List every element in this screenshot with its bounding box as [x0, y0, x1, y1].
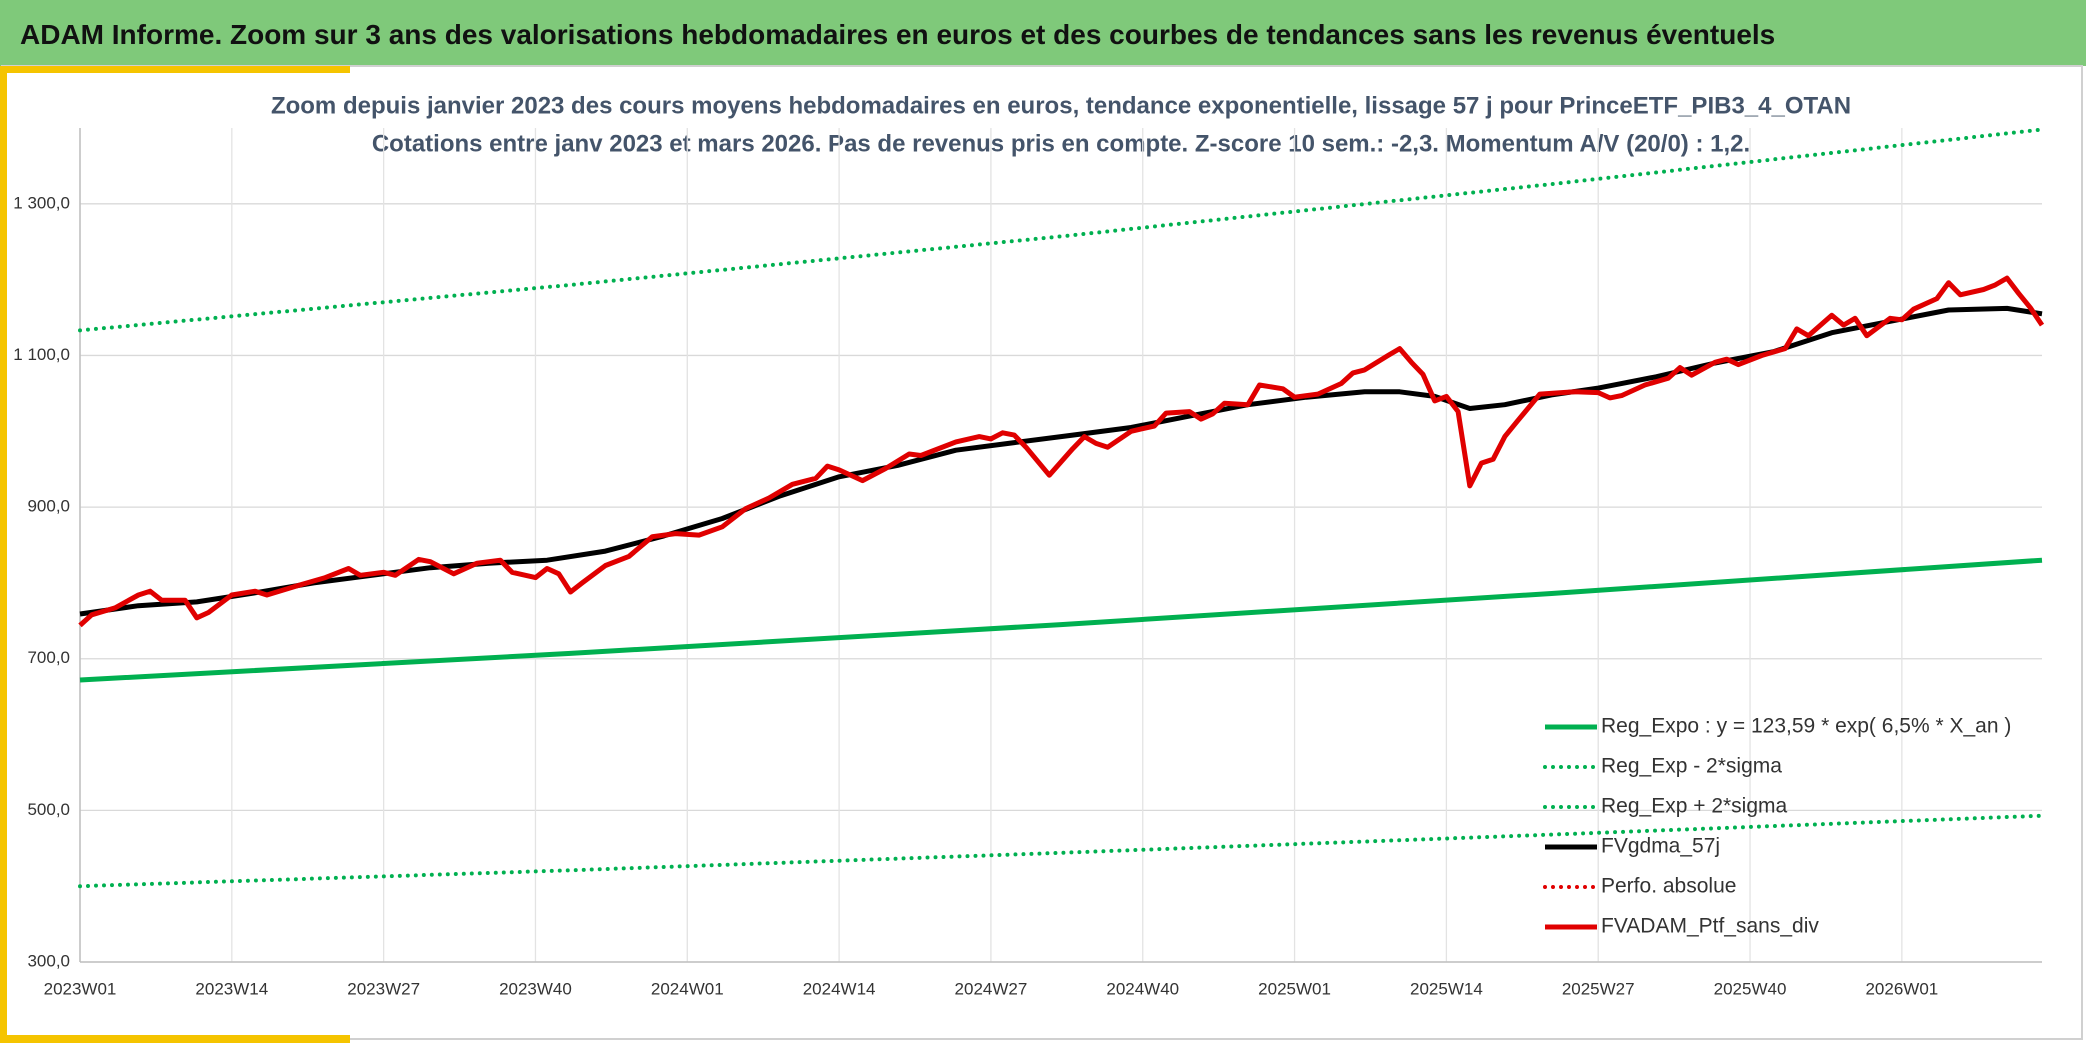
y-tick-label: 900,0 — [27, 497, 70, 516]
x-tick-label: 2024W27 — [955, 979, 1028, 998]
y-tick-label: 300,0 — [27, 951, 70, 970]
series-line — [78, 275, 2045, 628]
x-tick-label: 2024W14 — [803, 979, 876, 998]
x-tick-label: 2023W27 — [347, 979, 420, 998]
series-line — [78, 813, 2044, 889]
header-bar: ADAM Informe. Zoom sur 3 ans des valoris… — [0, 0, 2086, 66]
y-tick-label: 1 100,0 — [13, 345, 70, 364]
chart-subtitle: Cotations entre janv 2023 et mars 2026. … — [372, 130, 1750, 157]
y-tick-label: 700,0 — [27, 648, 70, 667]
legend-label: Reg_Exp + 2*sigma — [1601, 795, 1788, 818]
accent — [0, 66, 7, 1043]
header-title: ADAM Informe. Zoom sur 3 ans des valoris… — [20, 19, 1776, 50]
x-tick-label: 2025W14 — [1410, 979, 1483, 998]
x-tick-label: 2023W01 — [44, 979, 117, 998]
x-tick-label: 2025W01 — [1258, 979, 1331, 998]
accent — [0, 66, 350, 73]
legend-label: Reg_Exp - 2*sigma — [1601, 755, 1782, 778]
x-tick-label: 2024W40 — [1106, 979, 1179, 998]
y-tick-label: 500,0 — [27, 800, 70, 819]
legend-label: FVgdma_57j — [1601, 835, 1720, 858]
x-tick-label: 2025W40 — [1714, 979, 1787, 998]
legend-label: Reg_Expo : y = 123,59 * exp( 6,5% * X_an… — [1601, 715, 2011, 738]
x-tick-label: 2023W40 — [499, 979, 572, 998]
x-tick-label: 2024W01 — [651, 979, 724, 998]
chart-title: Zoom depuis janvier 2023 des cours moyen… — [271, 92, 1851, 119]
x-tick-label: 2026W01 — [1865, 979, 1938, 998]
x-tick-label: 2025W27 — [1562, 979, 1635, 998]
series-line — [78, 127, 2044, 333]
y-tick-label: 1 300,0 — [13, 193, 70, 212]
legend-label: Perfo. absolue — [1601, 875, 1736, 898]
x-tick-label: 2023W14 — [195, 979, 268, 998]
series-line — [79, 557, 2043, 683]
accent — [0, 1035, 350, 1043]
chart-frame — [1, 65, 2083, 1040]
legend-label: FVADAM_Ptf_sans_div — [1601, 915, 1819, 938]
